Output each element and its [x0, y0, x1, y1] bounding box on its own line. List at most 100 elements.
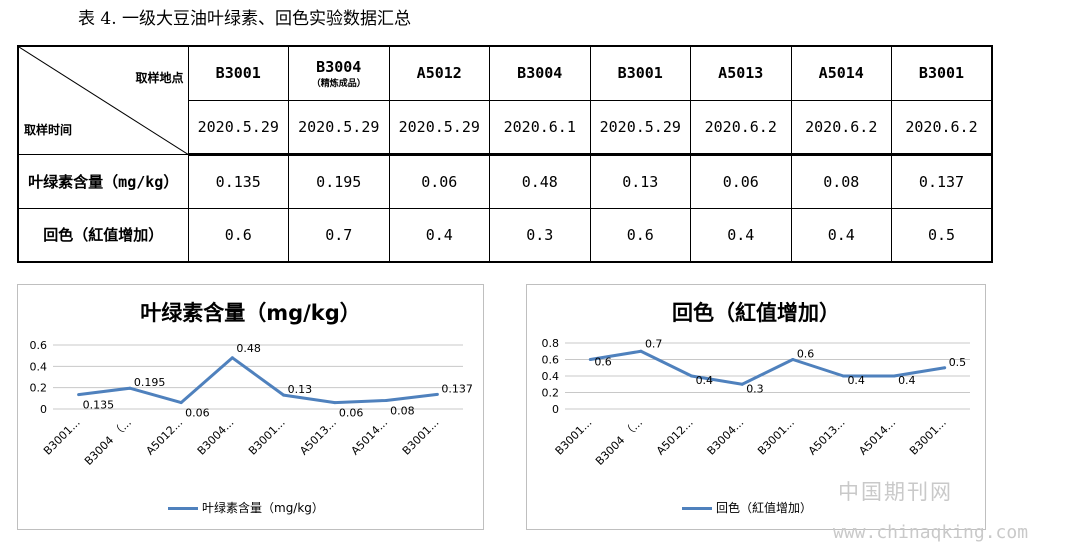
value-cell: 0.7 [288, 207, 390, 263]
table-caption: 表 4. 一级大豆油叶绿素、回色实验数据汇总 [78, 9, 412, 29]
data-point [128, 386, 132, 390]
watermark-cn: 中国期刊网 [838, 480, 953, 504]
chart-title: 回色（紅值增加） [672, 301, 840, 325]
x-tick-label: B3001... [907, 416, 949, 458]
value-cell: 0.6 [187, 207, 289, 263]
site-cell: B3001 [589, 45, 691, 101]
site-cell: A5014 [790, 45, 892, 101]
data-label: 0.195 [134, 376, 166, 389]
data-label: 0.5 [949, 356, 967, 369]
legend-swatch [168, 507, 198, 510]
x-tick-label: A5013... [297, 416, 339, 458]
value-cell: 0.195 [288, 153, 390, 209]
reversion-chart: 回色（紅值增加） 0.8 0.6 0.4 0.2 0 B3001... B3004 （...… [526, 284, 986, 530]
x-tick-label: B3004 （... [593, 416, 645, 468]
data-point [588, 358, 592, 361]
corner-time-label: 取样时间 [24, 123, 73, 137]
site-cell: B3004 [489, 45, 591, 101]
y-tick-label: 0 [552, 403, 559, 416]
site-row: 取样地点 B3001 B3004 （精炼成品） A5012 B3004 B3001… [17, 45, 993, 155]
x-tick-label: B3001... [246, 416, 288, 458]
x-tick-label: A5014... [856, 416, 898, 458]
series-line [590, 349, 945, 386]
x-tick-label: A5012... [144, 416, 186, 458]
data-point [282, 393, 286, 397]
chart-legend: 叶绿素含量（mg/kg） [168, 499, 324, 516]
data-label: 0.08 [390, 404, 415, 417]
data-label: 0.3 [746, 382, 764, 395]
x-tick-label: B3001... [553, 416, 595, 458]
data-label: 0.6 [797, 348, 815, 361]
legend-swatch [682, 507, 712, 510]
y-tick-label: 0.8 [542, 337, 560, 350]
data-point [384, 398, 388, 402]
data-point [639, 349, 643, 353]
data-point [740, 382, 744, 386]
data-label: 0.06 [185, 407, 210, 420]
row-label: 回色（紅值增加） [17, 207, 189, 263]
data-point [179, 401, 183, 405]
y-tick-label: 0.2 [30, 382, 48, 395]
data-label: 0.13 [288, 383, 313, 396]
reversion-row: 回色（紅值增加） 0.6 0.7 0.4 0.3 0.6 0.4 0.4 0.5 [17, 207, 993, 263]
value-cell: 0.135 [187, 153, 289, 209]
date-cell: 2020.6.2 [690, 99, 792, 156]
y-tick-label: 0.2 [542, 387, 560, 400]
data-point [333, 401, 337, 405]
value-cell: 0.6 [589, 207, 691, 263]
site-cell: A5013 [690, 45, 792, 101]
data-point [230, 356, 234, 360]
site-cell: B3001 [891, 45, 993, 101]
value-cell: 0.3 [489, 207, 591, 263]
y-tick-label: 0.4 [30, 360, 48, 373]
data-point [791, 358, 795, 361]
value-cell: 0.06 [690, 153, 792, 209]
site-cell: B3004 （精炼成品） [288, 45, 390, 101]
legend-label: 回色（紅值增加） [716, 501, 813, 515]
x-tick-label: A5014... [349, 416, 391, 458]
y-tick-label: 0 [40, 403, 47, 416]
corner-header-cell: 取样地点 [17, 45, 189, 155]
x-tick-label: B3004 （... [82, 416, 134, 468]
date-cell: 2020.5.29 [388, 99, 490, 156]
data-label: 0.7 [645, 337, 663, 350]
row-label: 叶绿素含量（mg/kg） [17, 153, 189, 209]
x-tick-label: A5013... [806, 416, 848, 458]
date-cell: 2020.6.2 [891, 99, 993, 156]
value-cell: 0.4 [388, 207, 490, 263]
y-tick-label: 0.4 [542, 370, 560, 383]
x-tick-label: A5012... [654, 416, 696, 458]
data-label: 0.135 [83, 399, 115, 412]
date-cell: 2020.5.29 [288, 99, 390, 156]
corner-site-label: 取样地点 [135, 71, 184, 85]
data-label: 0.48 [236, 342, 261, 355]
data-point [690, 374, 694, 378]
chart-legend: 回色（紅值增加） [682, 499, 812, 516]
data-point [841, 374, 845, 378]
diagonal-line [19, 47, 189, 155]
series-line [78, 356, 438, 405]
chart-title: 叶绿素含量（mg/kg） [140, 301, 361, 325]
value-cell: 0.08 [790, 153, 892, 209]
data-point [892, 374, 896, 378]
value-cell: 0.13 [589, 153, 691, 209]
date-cell: 2020.5.29 [589, 99, 691, 156]
date-row: 2020.5.29 2020.5.29 2020.5.29 2020.6.1 2… [18, 99, 993, 156]
x-tick-label: B3001... [41, 416, 83, 458]
value-cell: 0.06 [388, 153, 490, 209]
x-tick-label: B3004... [195, 416, 237, 458]
value-cell: 0.5 [891, 207, 993, 263]
site-cell: A5012 [388, 45, 490, 101]
data-label: 0.6 [594, 356, 612, 369]
date-cell: 2020.6.1 [489, 99, 591, 156]
y-tick-label: 0.6 [30, 339, 48, 352]
value-cell: 0.137 [891, 153, 993, 209]
date-cell: 2020.5.29 [187, 99, 289, 156]
y-tick-label: 0.6 [542, 354, 560, 367]
data-point [435, 392, 439, 396]
legend-label: 叶绿素含量（mg/kg） [202, 501, 324, 515]
data-label: 0.4 [847, 374, 865, 387]
data-label: 0.4 [898, 374, 916, 387]
